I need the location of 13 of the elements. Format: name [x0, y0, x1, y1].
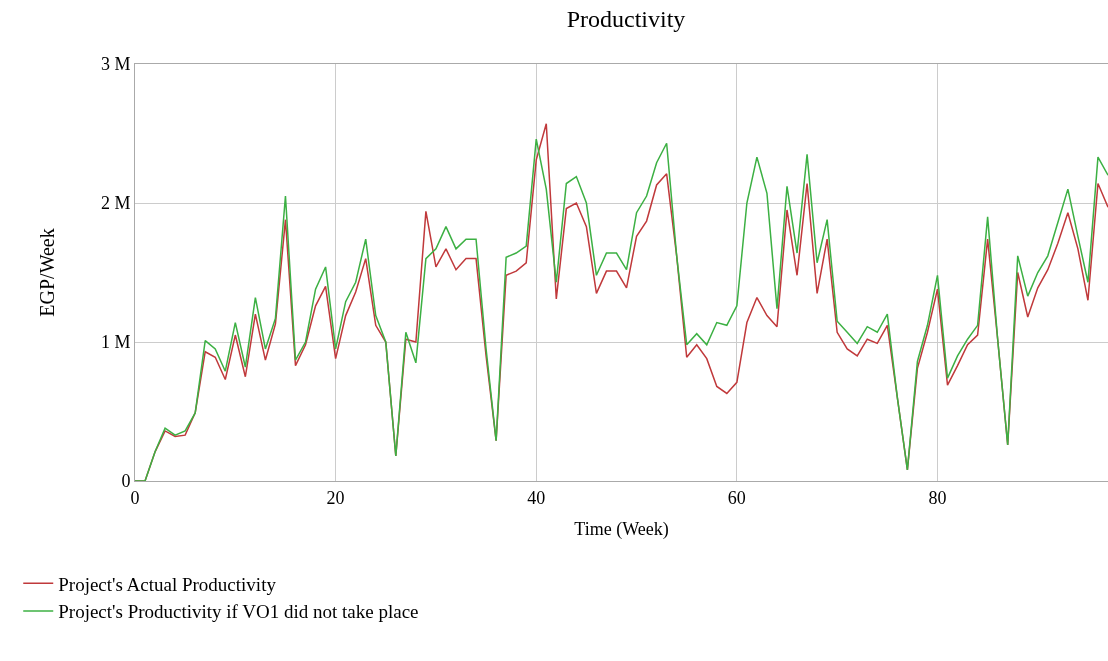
x-axis-title: Time (Week) [574, 518, 669, 540]
y-axis-title: EGP/Week [36, 228, 59, 317]
legend-label: Project's Productivity if VO1 did not take place [58, 601, 419, 623]
x-tick-label: 60 [727, 487, 746, 508]
x-tick-label: 20 [326, 487, 345, 508]
legend-label: Project's Actual Productivity [58, 573, 277, 595]
chart-title: Productivity [566, 5, 686, 32]
y-tick-label: 3 M [100, 54, 131, 75]
x-tick-label: 40 [527, 487, 546, 508]
y-tick-label: 1 M [100, 332, 131, 353]
y-tick-label: 2 M [100, 193, 131, 214]
x-tick-label: 80 [928, 487, 947, 508]
y-tick-label: 0 [121, 471, 131, 492]
